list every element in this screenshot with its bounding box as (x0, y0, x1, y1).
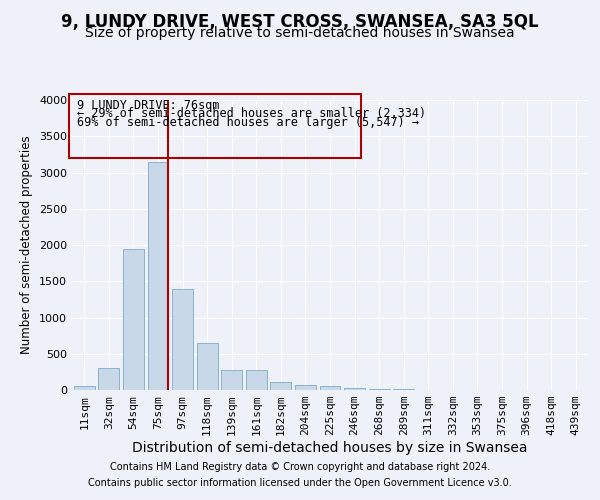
Bar (74, 386, 95, 390)
Bar (221, 370, 242, 390)
Y-axis label: Number of semi-detached properties: Number of semi-detached properties (20, 136, 34, 354)
Bar (344, 388, 365, 390)
Text: Contains public sector information licensed under the Open Government Licence v3: Contains public sector information licen… (88, 478, 512, 488)
Bar (295, 384, 316, 390)
Bar (246, 370, 267, 390)
Text: Size of property relative to semi-detached houses in Swansea: Size of property relative to semi-detach… (85, 26, 515, 40)
Text: 9, LUNDY DRIVE, WEST CROSS, SWANSEA, SA3 5QL: 9, LUNDY DRIVE, WEST CROSS, SWANSEA, SA3… (61, 12, 539, 30)
Text: 9 LUNDY DRIVE: 76sqm: 9 LUNDY DRIVE: 76sqm (77, 98, 220, 112)
Text: 69% of semi-detached houses are larger (5,547) →: 69% of semi-detached houses are larger (… (77, 116, 419, 129)
Text: Contains HM Land Registry data © Crown copyright and database right 2024.: Contains HM Land Registry data © Crown c… (110, 462, 490, 472)
Bar (98, 368, 119, 390)
Bar (320, 386, 340, 390)
Bar (368, 388, 389, 390)
Bar (197, 343, 218, 390)
Text: ← 29% of semi-detached houses are smaller (2,334): ← 29% of semi-detached houses are smalle… (77, 108, 426, 120)
Bar (172, 288, 193, 390)
X-axis label: Distribution of semi-detached houses by size in Swansea: Distribution of semi-detached houses by … (132, 441, 528, 455)
Bar (123, 248, 144, 390)
Bar (271, 382, 292, 390)
Bar (148, 162, 169, 390)
